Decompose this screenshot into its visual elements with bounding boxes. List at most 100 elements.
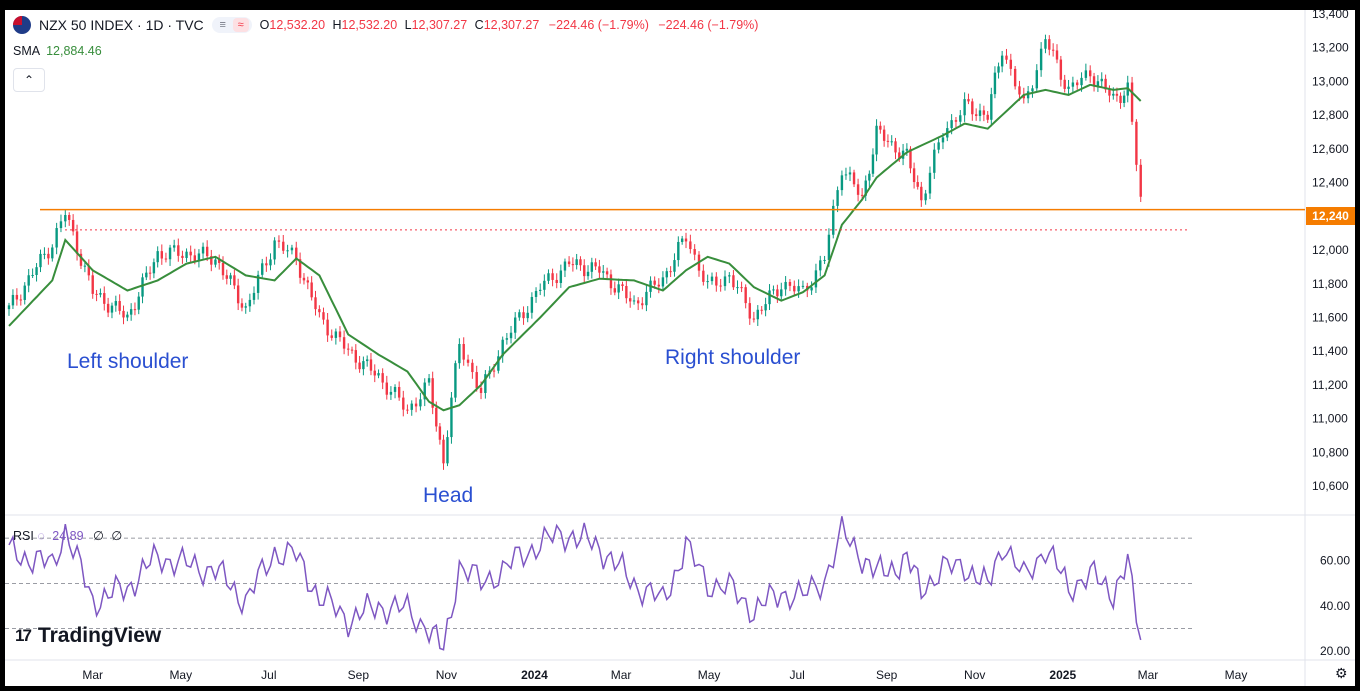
- candle-body: [518, 312, 521, 318]
- symbol-title[interactable]: NZX 50 INDEX · 1D · TVC: [39, 17, 204, 33]
- candle-body: [1119, 95, 1122, 103]
- candle-body: [632, 300, 636, 302]
- candle-body: [410, 403, 413, 410]
- candle-body: [819, 260, 822, 271]
- candle-body: [298, 259, 302, 278]
- time-tick-label: Jul: [261, 668, 276, 682]
- candle-body: [314, 297, 317, 310]
- candle-body: [185, 251, 188, 258]
- candle-body: [559, 270, 563, 284]
- right-shoulder-annotation: Right shoulder: [665, 346, 801, 369]
- bars-icon[interactable]: ≡: [219, 19, 226, 31]
- candle-body: [322, 312, 325, 320]
- candle-body: [513, 317, 517, 333]
- resistance-price-tag[interactable]: 12,240: [1306, 207, 1355, 225]
- candle-body: [1055, 50, 1059, 60]
- candle-body: [868, 173, 871, 181]
- candle-body: [1108, 89, 1111, 96]
- candle-body: [214, 259, 217, 265]
- candle-body: [997, 66, 1000, 73]
- candle-body: [912, 168, 916, 183]
- rsi-label: RSI: [13, 529, 34, 543]
- candle-body: [715, 276, 718, 286]
- legend-toggle[interactable]: ≡ ≈: [211, 17, 252, 33]
- candle-body: [814, 270, 818, 288]
- candle-body: [269, 259, 272, 266]
- candle-body: [168, 247, 172, 260]
- candle-body: [310, 282, 313, 298]
- time-tick-label: May: [169, 668, 192, 682]
- candle-body: [530, 296, 534, 313]
- candle-body: [177, 245, 180, 256]
- candle-body: [1022, 94, 1026, 99]
- candle-body: [978, 110, 982, 116]
- candle-body: [625, 286, 628, 299]
- candle-body: [1115, 93, 1119, 96]
- time-tick-label: Jul: [789, 668, 804, 682]
- left-shoulder-annotation: Left shoulder: [67, 350, 189, 373]
- candle-body: [51, 247, 54, 259]
- candle-body: [338, 331, 342, 338]
- candle-body: [856, 184, 860, 195]
- candle-body: [218, 259, 221, 263]
- wave-icon[interactable]: ≈: [232, 18, 249, 32]
- candle-body: [1104, 78, 1107, 90]
- candle-body: [719, 285, 722, 287]
- candle-body: [385, 382, 388, 395]
- candle-body: [201, 246, 205, 254]
- candle-body: [990, 94, 993, 120]
- price-tick-label: 13,200: [1312, 41, 1349, 55]
- candle-body: [122, 310, 125, 318]
- candle-body: [509, 332, 513, 339]
- tradingview-logo-text: TradingView: [37, 624, 162, 647]
- rsi-tick-label: 20.00: [1320, 644, 1350, 658]
- time-tick-label: Mar: [82, 668, 103, 682]
- candle-body: [1035, 70, 1038, 89]
- candle-body: [261, 263, 264, 275]
- price-tick-label: 10,800: [1312, 445, 1349, 459]
- candle-body: [810, 287, 813, 291]
- candle-body: [454, 363, 457, 398]
- ohlc-values: O12,532.20 H12,532.20 L12,307.27 C12,307…: [259, 18, 759, 32]
- candle-body: [497, 356, 500, 371]
- chevron-up-icon: ⌃: [23, 73, 35, 87]
- candle-body: [306, 280, 310, 283]
- time-tick-label: Nov: [436, 668, 457, 682]
- candle-body: [233, 275, 236, 286]
- candle-body: [665, 271, 668, 278]
- candle-body: [290, 247, 294, 251]
- tradingview-logo[interactable]: 17 TradingView: [15, 624, 161, 648]
- time-tick-label: Nov: [964, 668, 985, 682]
- collapse-legend-button[interactable]: ⌃: [13, 68, 45, 92]
- candle-body: [347, 348, 350, 350]
- rsi-legend[interactable]: RSI ◌ 24.89 ∅ ∅: [13, 528, 122, 543]
- candle-body: [145, 272, 148, 278]
- candle-body: [252, 292, 256, 300]
- time-tick-label: May: [698, 668, 721, 682]
- settings-gear-icon[interactable]: ⚙: [1335, 665, 1348, 681]
- sma-legend[interactable]: SMA 12,884.46: [13, 44, 102, 58]
- candle-body: [702, 270, 705, 282]
- candle-body: [68, 215, 71, 220]
- head-annotation: Head: [423, 484, 474, 507]
- candle-body: [661, 277, 665, 287]
- candle-body: [967, 99, 970, 102]
- candle-body: [598, 266, 601, 273]
- candle-body: [27, 275, 30, 286]
- candle-body: [586, 271, 590, 277]
- candle-body: [256, 274, 260, 293]
- candle-body: [236, 285, 240, 304]
- chart-canvas[interactable]: 13,400 13,200 13,000 12,800 12,600 12,400 12,0…: [5, 10, 1355, 686]
- candle-body: [801, 285, 805, 287]
- candle-body: [133, 309, 137, 311]
- nz-flag-icon: [13, 16, 31, 34]
- candle-body: [7, 305, 11, 310]
- candle-body: [875, 125, 878, 155]
- candle-body: [894, 141, 897, 153]
- candle-body: [784, 281, 787, 290]
- price-tick-label: 12,800: [1312, 108, 1349, 122]
- candle-body: [1009, 59, 1013, 69]
- candle-body: [1076, 82, 1079, 86]
- price-tick-label: 11,000: [1312, 412, 1348, 426]
- candle-body: [756, 309, 759, 320]
